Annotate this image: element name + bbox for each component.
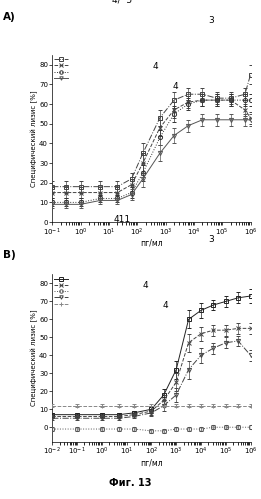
Legend: , , , : , , , xyxy=(54,56,70,82)
Text: 4: 4 xyxy=(162,301,168,310)
Text: A): A) xyxy=(3,12,15,22)
Legend: , , , , : , , , , xyxy=(54,276,70,307)
Text: 3: 3 xyxy=(208,16,214,25)
Text: 4: 4 xyxy=(152,61,158,70)
X-axis label: пг/мл: пг/мл xyxy=(140,239,163,248)
Text: Фиг. 13: Фиг. 13 xyxy=(109,478,152,488)
Text: 411: 411 xyxy=(113,215,130,224)
Text: B): B) xyxy=(3,250,15,259)
Text: 4: 4 xyxy=(143,281,148,290)
Y-axis label: Специфический лизис [%]: Специфический лизис [%] xyxy=(30,310,38,406)
Text: 3: 3 xyxy=(208,236,214,245)
X-axis label: пг/мл: пг/мл xyxy=(140,459,163,468)
Text: 4: 4 xyxy=(172,82,178,91)
Y-axis label: Специфический лизис [%]: Специфический лизис [%] xyxy=(30,90,38,187)
Text: 4/  5: 4/ 5 xyxy=(111,0,132,4)
